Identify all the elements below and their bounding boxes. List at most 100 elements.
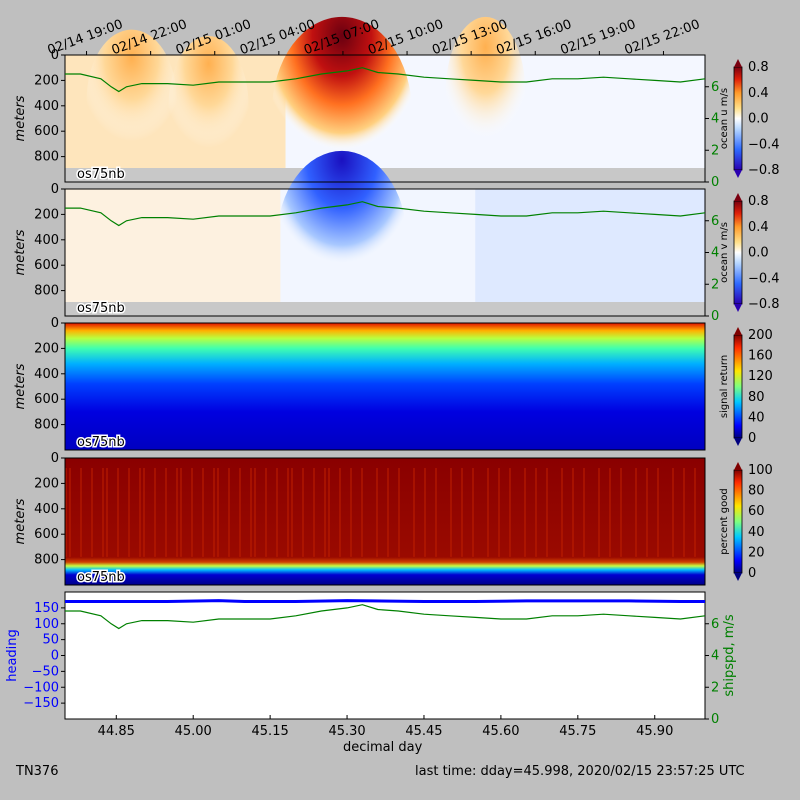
pgood-streak [128,468,130,557]
colorbar [733,334,743,439]
y-tick-label: 0 [51,451,59,466]
panels-layer [61,16,743,720]
y-tick-label: 600 [34,124,59,139]
colorbar-tick-label: 0 [748,431,756,446]
pgood-streak [180,468,182,557]
colorbar-tick-label: 20 [748,545,765,560]
pgood-streak [217,468,219,557]
pgood-streak [583,468,585,557]
colorbar-tick-label: −0.4 [748,271,780,286]
signal-panel-background [65,323,705,450]
colorbar-tick-label: 40 [748,410,765,425]
pgood-streak [609,468,611,557]
pgood-streak [694,468,696,557]
x-tick-label: 45.00 [175,724,212,739]
pgood-streak [191,468,193,557]
y-tick-label: 200 [34,341,59,356]
x-tick-label: 45.90 [636,724,673,739]
colorbar-tick-label: 0.0 [748,112,769,127]
pgood-streak [572,468,574,557]
v-strong-current [276,150,407,329]
y-tick-label: 0 [51,48,59,63]
pgood-streak [376,468,378,557]
v-cool-region [475,189,705,304]
shipspd-tick-label: 4 [711,649,719,664]
pgood-streak [498,468,500,557]
shipspd-line [65,604,706,630]
pgood-streak [657,468,659,557]
pgood-streak [265,468,267,557]
pgood-streak [635,468,637,557]
colorbar-tick-label: 200 [748,328,773,343]
colorbar-tick-label: 0.4 [748,220,769,235]
pgood-streak [398,468,400,557]
pgood-streak [250,468,252,557]
colorbar-tick-label: 80 [748,484,765,499]
pgood-streak [328,468,330,557]
pgood-streak [91,468,93,557]
panel-frame [64,457,706,586]
x-axis-label: decimal day [343,740,423,755]
right-tick-label: 6 [711,80,719,95]
pgood-streak [350,468,352,557]
pgood-streak [202,468,204,557]
pgood-streak [546,468,548,557]
shipspd-axis-label: shipspd, m/s [722,614,737,696]
pgood-streak [683,468,685,557]
x-tick-label: 45.45 [405,724,442,739]
y-tick-label: 600 [34,392,59,407]
pgood-streak [80,468,82,557]
u-strong-current [271,16,412,208]
y-tick-label: 800 [34,284,59,299]
y-tick-label: 200 [34,73,59,88]
right-tick-label: 4 [711,112,719,127]
right-tick-label: 0 [711,309,719,324]
colorbar-max-arrow [734,462,742,470]
pgood-streak [287,468,289,557]
instrument-label: os75nb [77,570,125,585]
colorbar-label: ocean v m/s [719,222,730,283]
x-tick-label: 44.85 [98,724,135,739]
pgood-streak [291,468,293,557]
colorbar-tick-label: −0.8 [748,163,780,178]
y-tick-label: 200 [34,207,59,222]
colorbar-min-arrow [734,573,742,581]
instrument-label: os75nb [77,167,125,182]
y-tick-label: 800 [34,150,59,165]
pgood-streak [313,468,315,557]
pgood-streak [435,468,437,557]
y-axis-label: meters [13,363,28,409]
pgood-streak [598,468,600,557]
pgood-streak [535,468,537,557]
y-axis-label: meters [13,95,28,141]
y-tick-label: 600 [34,258,59,273]
right-tick-label: 2 [711,143,719,158]
y-tick-label: 400 [34,367,59,382]
pgood-streak [387,468,389,557]
pgood-streak [561,468,563,557]
pgood-streak [424,468,426,557]
heading-tick-label: −150 [23,696,59,711]
pgood-streak [672,468,674,557]
pgood-streak [450,468,452,557]
pgood-streak [143,468,145,557]
footer-last-time: last time: dday=45.998, 2020/02/15 23:57… [415,764,745,779]
y-tick-label: 0 [51,182,59,197]
x-tick-label: 45.60 [482,724,519,739]
colorbar-tick-label: −0.8 [748,297,780,312]
colorbar-tick-label: 0.4 [748,86,769,101]
colorbar-label: signal return [719,355,730,418]
heading-tick-label: −50 [32,664,59,679]
pgood-streak [102,468,104,557]
colorbar-tick-label: 40 [748,525,765,540]
pgood-streak [524,468,526,557]
footer-cruise: TN376 [16,764,59,779]
colorbar-tick-label: 160 [748,349,773,364]
pgood-streak [509,468,511,557]
heading-tick-label: −100 [23,680,59,695]
colorbar-label: percent good [719,488,730,554]
shipspd-tick-label: 2 [711,680,719,695]
ship-panel-background [65,592,705,719]
pgood-streak [324,468,326,557]
y-tick-label: 200 [34,476,59,491]
